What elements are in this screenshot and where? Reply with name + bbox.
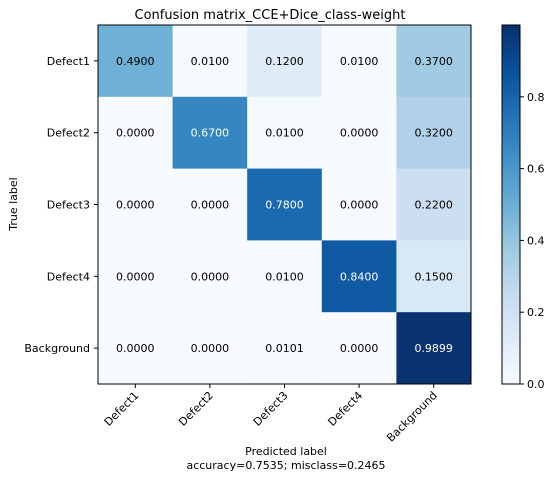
y-tick-label-4: Background [24,342,90,355]
y-axis-label: True label [7,177,20,231]
heatmap-cell-r4-c3 [321,312,397,385]
y-axis-ticks: Defect1 Defect2 Defect3 Defect4 Background [24,55,98,355]
heatmap-cell-label-r0-c0: 0.4900 [116,55,155,68]
heatmap-cell-label-r3-c4: 0.1500 [414,270,453,283]
heatmap-cell-label-r3-c1: 0.0000 [191,270,230,283]
heatmap-cell-label-r4-c4: 0.9899 [414,342,453,355]
chart-title: Confusion matrix_CCE+Dice_class-weight [135,8,406,23]
heatmap-cell-label-r1-c1: 0.6700 [191,127,230,140]
heatmap-cell-label-r4-c0: 0.0000 [116,342,155,355]
heatmap-cell-r2-c3 [321,168,397,241]
heatmap-cell-r0-c0 [98,25,174,98]
heatmap-cell-r3-c0 [98,240,174,313]
heatmap-cell-labels: 0.4900 0.0100 0.1200 0.0100 0.3700 0.0000 0.67… [116,55,453,355]
y-tick-label-0: Defect1 [47,55,90,68]
heatmap-cell-r1-c0 [98,96,174,170]
heatmap-cell-r3-c3 [321,240,397,313]
heatmap-cell-r2-c1 [172,168,248,241]
heatmap-cell-label-r2-c3: 0.0000 [340,199,379,212]
colorbar-ticks: 0.0 0.2 0.4 0.6 0.8 [520,91,545,391]
heatmap-cells [98,25,472,385]
heatmap-cell-r0-c2 [247,25,323,98]
heatmap-cell-r1-c3 [321,96,397,170]
heatmap-cell-label-r4-c3: 0.0000 [340,342,379,355]
colorbar-tick-label-1: 0.2 [527,306,545,319]
x-tick-label-0: Defect1 [102,389,142,429]
y-tick-label-2: Defect3 [47,199,90,212]
colorbar-tick-label-4: 0.8 [527,91,545,104]
x-tick-label-4: Background [384,389,440,445]
heatmap-cell-label-r3-c0: 0.0000 [116,270,155,283]
heatmap-cell-r2-c0 [98,168,174,241]
heatmap-cell-r1-c2 [247,96,323,170]
heatmap-cell-label-r1-c3: 0.0000 [340,127,379,140]
heatmap-cell-r3-c4 [396,240,472,313]
colorbar-tick-label-3: 0.6 [527,163,545,176]
colorbar [501,24,521,385]
heatmap-cell-r4-c0 [98,312,174,385]
heatmap-cell-label-r0-c4: 0.3700 [414,55,453,68]
heatmap-cell-r0-c3 [321,25,397,98]
heatmap-cell-r0-c1 [172,25,248,98]
heatmap-cell-label-r2-c2: 0.7800 [265,199,304,212]
x-tick-label-3: Defect4 [325,389,365,429]
heatmap-cell-r3-c2 [247,240,323,313]
heatmap-cell-r4-c2 [247,312,323,385]
heatmap-cell-label-r1-c4: 0.3200 [414,127,453,140]
heatmap-cell-label-r1-c2: 0.0100 [265,127,304,140]
heatmap-cell-label-r2-c4: 0.2200 [414,199,453,212]
x-axis-label-note: accuracy=0.7535; misclass=0.2465 [186,459,385,472]
heatmap-cell-label-r2-c0: 0.0000 [116,199,155,212]
heatmap-cell-r2-c2 [247,168,323,241]
heatmap-cell-label-r0-c3: 0.0100 [340,55,379,68]
heatmap-cell-r1-c4 [396,96,472,170]
x-tick-label-2: Defect3 [251,389,291,429]
heatmap-cell-r4-c4 [396,312,472,385]
x-axis-ticks: Defect1 Defect2 Defect3 Defect4 Background [102,384,440,445]
heatmap-cell-r2-c4 [396,168,472,241]
heatmap-cell-r1-c1 [172,96,248,170]
colorbar-tick-label-0: 0.0 [527,378,545,391]
colorbar-tick-label-2: 0.4 [527,234,545,247]
heatmap-cell-label-r0-c2: 0.1200 [265,55,304,68]
y-tick-label-3: Defect4 [47,270,90,283]
x-tick-label-1: Defect2 [176,389,216,429]
heatmap-cell-r3-c1 [172,240,248,313]
heatmap-cell-label-r3-c2: 0.0100 [265,270,304,283]
heatmap-cell-r4-c1 [172,312,248,385]
heatmap-cell-r0-c4 [396,25,472,98]
y-tick-label-1: Defect2 [47,127,90,140]
heatmap-cell-label-r3-c3: 0.8400 [340,270,379,283]
heatmap-cell-label-r4-c1: 0.0000 [191,342,230,355]
heatmap-cell-label-r2-c1: 0.0000 [191,199,230,212]
heatmap-cell-label-r4-c2: 0.0101 [265,342,304,355]
heatmap-cell-label-r0-c1: 0.0100 [191,55,230,68]
x-axis-label: Predicted label [245,445,327,458]
heatmap-cell-label-r1-c0: 0.0000 [116,127,155,140]
